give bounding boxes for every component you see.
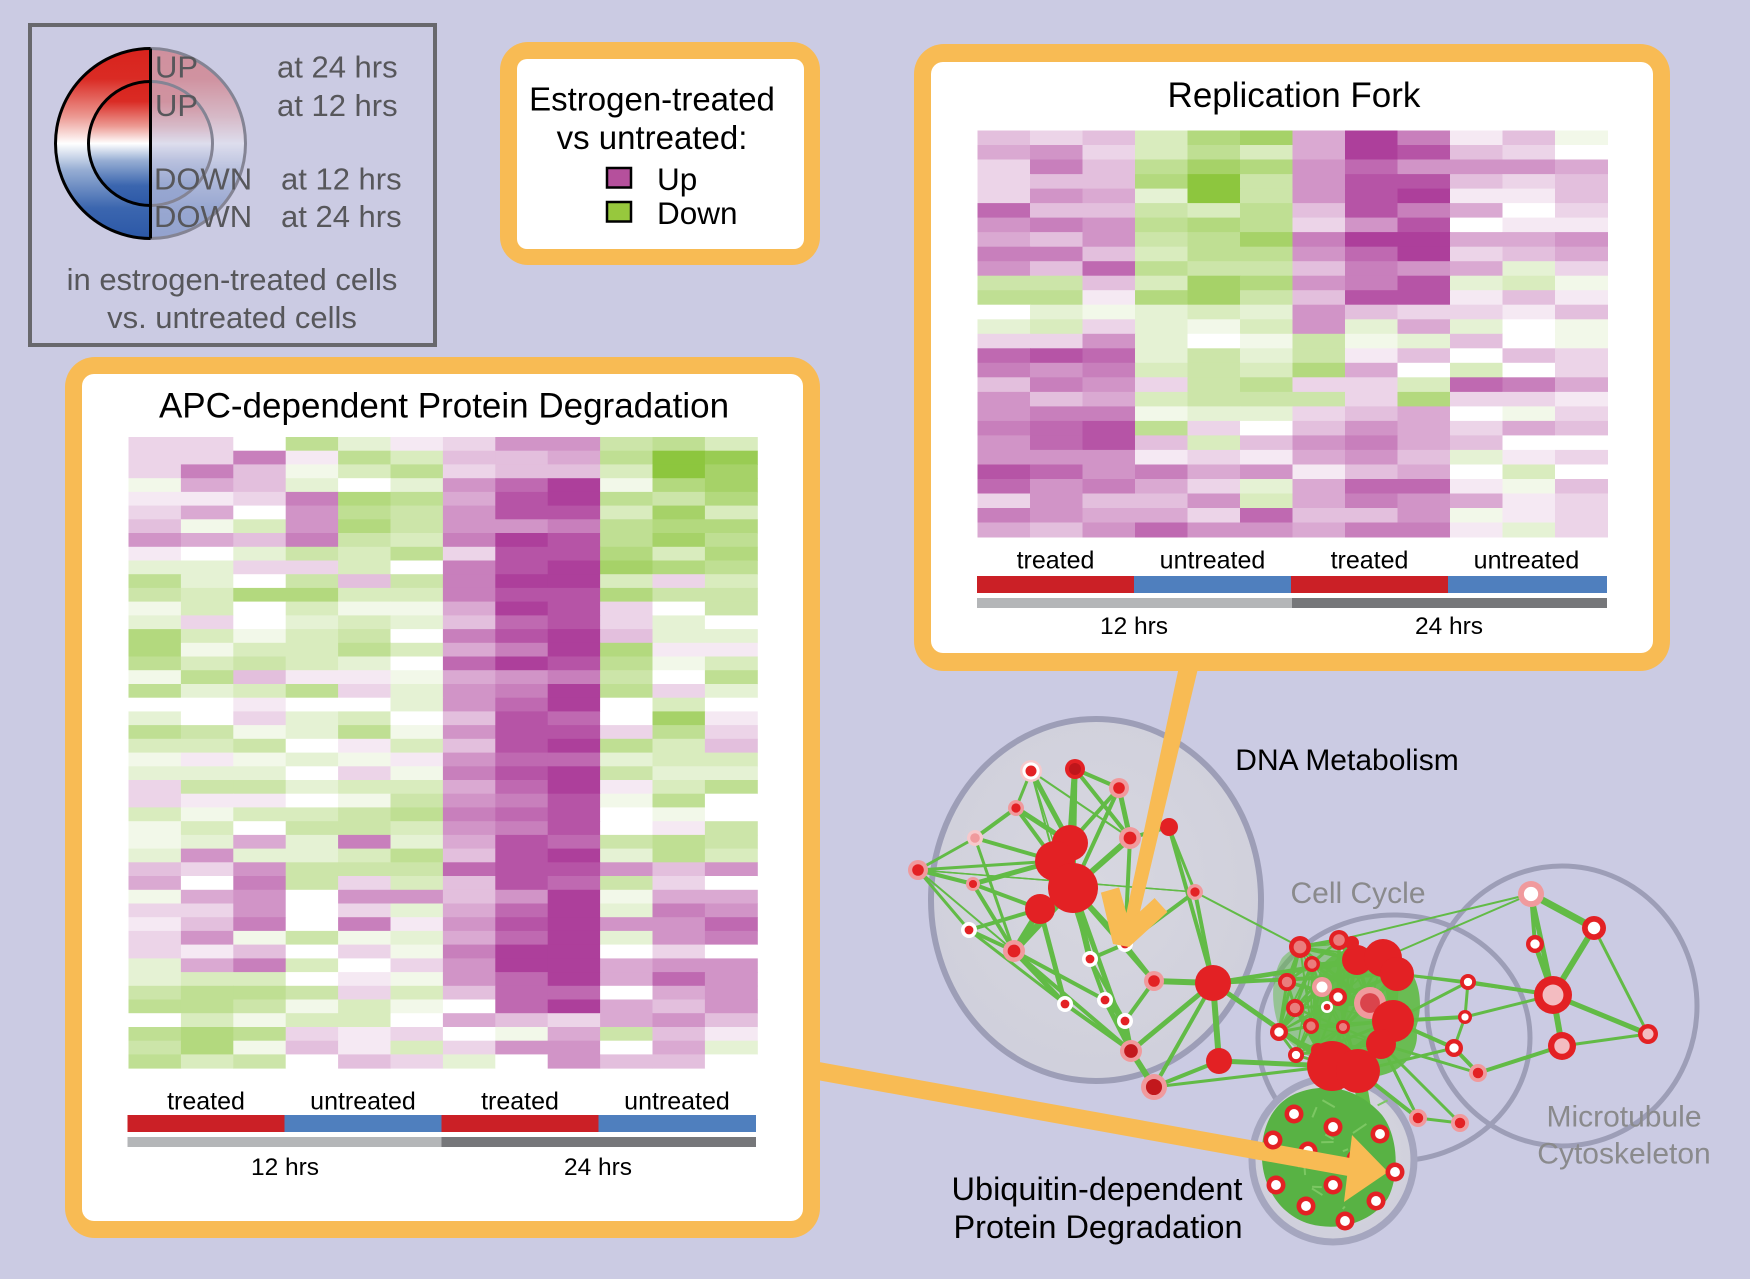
- svg-text:Cytoskeleton: Cytoskeleton: [1537, 1138, 1710, 1171]
- svg-text:at 24 hrs: at 24 hrs: [277, 50, 398, 85]
- svg-text:Down: Down: [657, 195, 738, 231]
- svg-text:12 hrs: 12 hrs: [251, 1154, 319, 1181]
- svg-text:UP: UP: [155, 88, 198, 123]
- svg-text:untreated: untreated: [1474, 547, 1580, 575]
- svg-text:Ubiquitin-dependent: Ubiquitin-dependent: [952, 1171, 1243, 1207]
- svg-text:24 hrs: 24 hrs: [1415, 613, 1483, 640]
- svg-text:12 hrs: 12 hrs: [1100, 613, 1168, 640]
- svg-text:treated: treated: [167, 1088, 245, 1116]
- svg-text:Up: Up: [657, 161, 697, 197]
- svg-text:at 12 hrs: at 12 hrs: [277, 88, 398, 123]
- svg-text:DNA Metabolism: DNA Metabolism: [1235, 744, 1458, 777]
- svg-text:DOWN: DOWN: [154, 162, 252, 197]
- svg-text:at 24 hrs: at 24 hrs: [281, 199, 402, 234]
- svg-text:DOWN: DOWN: [154, 199, 252, 234]
- svg-text:treated: treated: [1017, 547, 1095, 575]
- svg-text:Microtubule: Microtubule: [1546, 1101, 1701, 1134]
- svg-text:24 hrs: 24 hrs: [564, 1154, 632, 1181]
- svg-text:Cell Cycle: Cell Cycle: [1290, 877, 1425, 910]
- svg-text:untreated: untreated: [1160, 547, 1266, 575]
- svg-text:untreated: untreated: [624, 1088, 730, 1116]
- svg-text:vs. untreated cells: vs. untreated cells: [107, 300, 357, 335]
- svg-text:vs untreated:: vs untreated:: [557, 119, 748, 156]
- svg-text:APC-dependent Protein Degradat: APC-dependent Protein Degradation: [159, 387, 729, 426]
- svg-text:Replication Fork: Replication Fork: [1168, 76, 1421, 115]
- svg-text:at 12 hrs: at 12 hrs: [281, 162, 402, 197]
- svg-text:Protein Degradation: Protein Degradation: [953, 1209, 1242, 1245]
- svg-text:in estrogen-treated cells: in estrogen-treated cells: [67, 262, 398, 297]
- svg-text:untreated: untreated: [310, 1088, 416, 1116]
- svg-text:UP: UP: [155, 50, 198, 85]
- svg-text:treated: treated: [481, 1088, 559, 1116]
- svg-text:treated: treated: [1331, 547, 1409, 575]
- svg-text:Estrogen-treated: Estrogen-treated: [529, 81, 775, 118]
